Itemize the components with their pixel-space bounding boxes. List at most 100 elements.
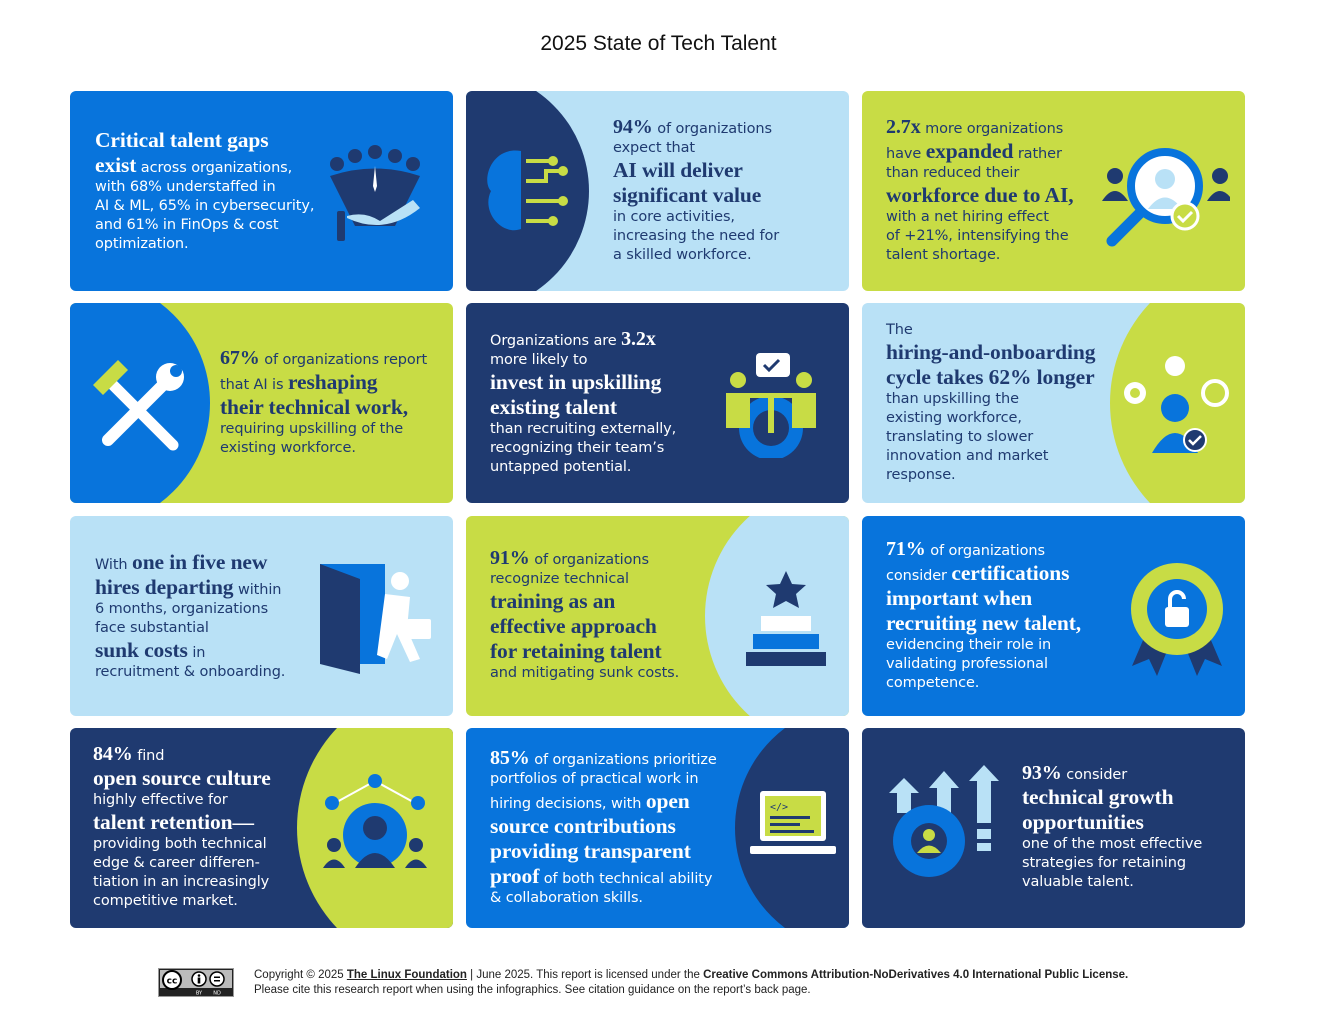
text-line: a skilled workforce. xyxy=(613,246,779,265)
text-line: that AI is reshaping xyxy=(220,370,427,395)
highlight-text: for retaining talent xyxy=(490,639,662,663)
body-text: Organizations are xyxy=(490,332,622,349)
person-leaving-door-icon xyxy=(315,559,435,678)
copyright-text: Copyright © 2025 xyxy=(254,969,347,981)
text-line: than upskilling the xyxy=(886,390,1095,409)
text-line: than reduced their xyxy=(886,164,1074,183)
svg-text:cc: cc xyxy=(167,977,178,987)
text-line: 94% of organizations xyxy=(613,117,779,139)
text-line: 6 months, organizations xyxy=(95,600,285,619)
body-text: in core activities, xyxy=(613,208,735,225)
body-text: talent shortage. xyxy=(886,246,1001,263)
body-text: increasing the need for xyxy=(613,227,780,244)
text-line: training as an xyxy=(490,589,679,614)
highlight-text: providing transparent xyxy=(490,838,691,863)
body-text: & collaboration skills. xyxy=(490,889,643,906)
text-line: for retaining talent xyxy=(490,639,679,664)
highlight-text: recruiting new talent, xyxy=(886,610,1082,635)
linux-foundation-link[interactable]: The Linux Foundation xyxy=(346,969,467,981)
body-text: recruitment & onboarding. xyxy=(95,664,286,680)
stat-value: 71% xyxy=(886,537,926,560)
text-line: innovation and market xyxy=(886,447,1095,466)
text-line: 2.7x more organizations xyxy=(886,117,1074,139)
text-line: AI & ML, 65% in cybersecurity, xyxy=(95,197,314,216)
card-text: 91% of organizations recognize technical t… xyxy=(490,516,679,716)
highlight-text: workforce due to AI, xyxy=(886,182,1074,207)
body-text: valuable talent. xyxy=(1022,874,1134,890)
card-text: The hiring-and-onboarding cycle takes 62% … xyxy=(886,303,1095,503)
body-text: recognizing their team’s xyxy=(490,439,665,456)
text-line: consider certifications xyxy=(886,561,1081,586)
highlight-text: their technical work, xyxy=(220,394,408,419)
text-line: existing workforce. xyxy=(220,439,427,458)
highlight-text: open source culture xyxy=(93,766,271,790)
card-reshaping-work: 67% of organizations report that AI is re… xyxy=(70,303,453,503)
text-line: valuable talent. xyxy=(1022,873,1202,892)
cc-license-badge[interactable]: cc BY ND xyxy=(158,968,234,997)
body-text: face substantial xyxy=(95,620,209,636)
stat-value: 91% xyxy=(490,547,530,569)
text-line: AI will deliver xyxy=(613,158,779,183)
stat-value: 67% xyxy=(220,346,260,369)
body-text: of both technical ability xyxy=(539,870,713,887)
card-workforce-expanded: 2.7x more organizations have expanded rat… xyxy=(862,91,1245,291)
text-line: strategies for retaining xyxy=(1022,854,1202,873)
text-line: exist across organizations, xyxy=(95,153,314,178)
license-text: | June 2025. This report is licensed und… xyxy=(466,969,704,981)
citation-note: Please cite this research report when us… xyxy=(254,984,811,996)
card-text: 93% consider technical growth opportunitie… xyxy=(1022,728,1202,928)
svg-text:BY: BY xyxy=(196,991,203,997)
body-text: recognize technical xyxy=(490,571,629,587)
text-line: validating professional xyxy=(886,655,1081,674)
body-text: optimization. xyxy=(95,236,189,252)
text-line: significant value xyxy=(613,183,779,208)
body-text: rather xyxy=(1013,145,1062,162)
text-line: response. xyxy=(886,466,1095,485)
card-text: Critical talent gaps exist across organiz… xyxy=(95,91,314,291)
body-text: existing workforce, xyxy=(886,410,1022,426)
highlight-text: expanded xyxy=(925,138,1014,163)
highlight-text: hires departing xyxy=(95,575,234,599)
card-ai-value: 94% of organizations expect that AI will d… xyxy=(466,91,849,291)
text-line: With one in five new xyxy=(95,550,285,575)
text-line: effective approach xyxy=(490,614,679,639)
text-line: highly effective for xyxy=(93,791,271,810)
text-line: 84% find xyxy=(93,743,271,766)
text-line: translating to slower xyxy=(886,428,1095,447)
text-line: than recruiting externally, xyxy=(490,420,676,439)
highlight-text: AI will deliver xyxy=(613,157,743,182)
stat-value: 84% xyxy=(93,743,133,765)
body-text: find xyxy=(132,748,165,764)
highlight-text: invest in upskilling xyxy=(490,369,662,394)
body-text: of organizations report xyxy=(259,351,428,368)
highlight-text: one in five new xyxy=(132,550,268,574)
text-line: with 68% understaffed in xyxy=(95,178,314,197)
magnifier-people-icon xyxy=(1100,131,1233,255)
text-line: competitive market. xyxy=(93,892,271,911)
body-text: consider xyxy=(886,567,952,584)
text-line: untapped potential. xyxy=(490,458,676,477)
body-text: and 61% in FinOps & cost xyxy=(95,217,279,233)
body-text: providing both technical xyxy=(93,836,267,852)
text-line: and mitigating sunk costs. xyxy=(490,664,679,683)
certification-badge-icon xyxy=(1127,561,1227,680)
text-line: Critical talent gaps xyxy=(95,128,314,153)
body-text: strategies for retaining xyxy=(1022,855,1186,871)
body-text: in xyxy=(187,645,206,661)
card-text: 71% of organizations consider certificati… xyxy=(886,516,1081,716)
text-line: technical growth xyxy=(1022,785,1202,810)
laptop-code-icon: </> xyxy=(748,786,838,870)
body-text: across organizations, xyxy=(136,160,293,176)
svg-text:ND: ND xyxy=(213,991,221,997)
text-line: their technical work, xyxy=(220,395,427,420)
body-text: competence. xyxy=(886,674,980,691)
body-text: of organizations xyxy=(925,542,1045,559)
card-critical-talent-gaps: Critical talent gaps exist across organiz… xyxy=(70,91,453,291)
ai-brain-icon xyxy=(481,141,571,245)
text-line: existing workforce, xyxy=(886,409,1095,428)
podium-star-icon xyxy=(741,566,831,670)
highlight-text: open xyxy=(645,788,690,813)
card-training-retaining: 91% of organizations recognize technical t… xyxy=(466,516,849,716)
body-text: of organizations prioritize xyxy=(529,751,717,768)
body-text: With xyxy=(95,557,133,573)
